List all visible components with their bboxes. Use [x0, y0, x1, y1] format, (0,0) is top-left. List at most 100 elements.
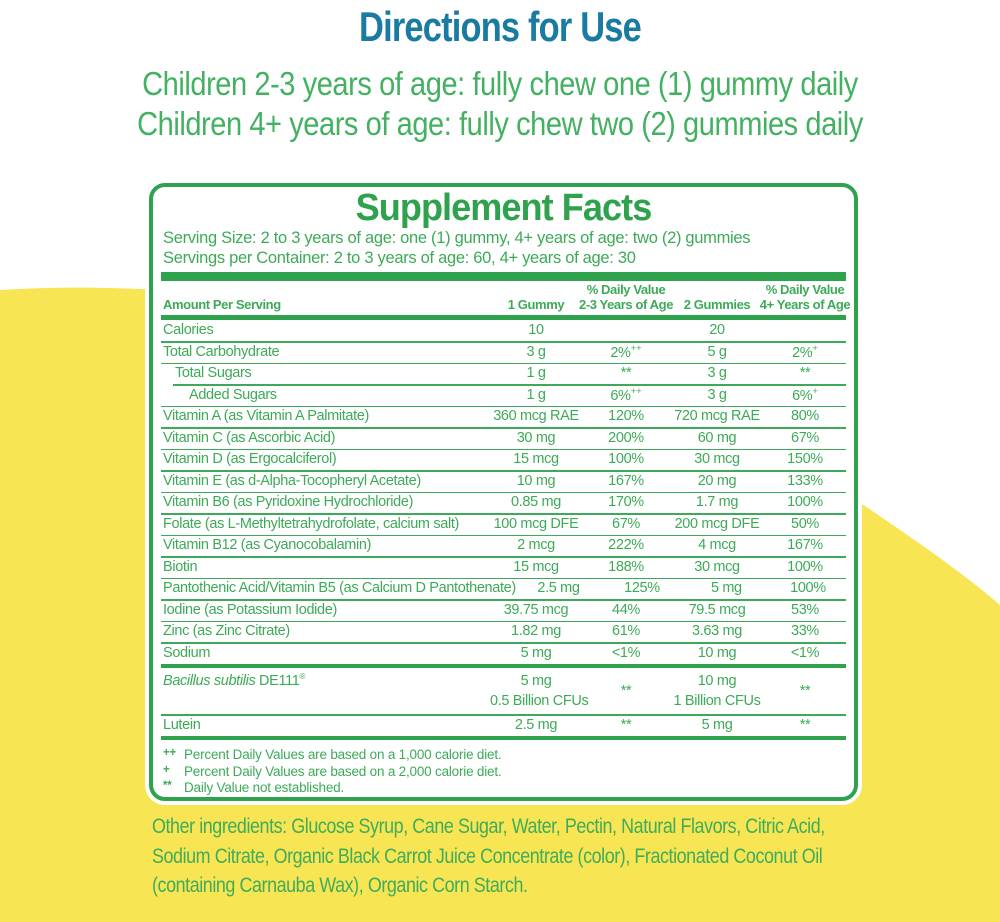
nutrient-name: Calories	[163, 322, 214, 339]
amount-1-gummy-cell: 360 mcg RAE	[493, 408, 579, 425]
nutrient-name: Vitamin E (as d-Alpha-Tocopheryl Acetate…	[163, 472, 421, 489]
daily-value-2-3-cell: 120%	[608, 408, 644, 425]
column-header-2-gummies: 2 Gummies	[683, 296, 751, 312]
table-row: Zinc (as Zinc Citrate) 1.82 mg 61% 3.63 mg 3…	[161, 620, 846, 643]
footnote: ++ Percent Daily Values are based on a 1,…	[163, 747, 846, 764]
amount-2-gummies-cell: 10 mg 1 Billion CFUs	[673, 673, 761, 709]
amount-2-gummies-cell: 60 mg	[697, 429, 737, 446]
column-header-amount-per-serving: Amount Per Serving	[163, 296, 281, 312]
row-separator	[161, 491, 846, 494]
nutrient-name: Iodine (as Potassium Iodide)	[163, 601, 337, 618]
daily-value-2-3-cell: 67%	[612, 515, 640, 532]
column-header-1-gummy: 1 Gummy	[507, 296, 565, 312]
amount-2-gummies-cell: 20 mg	[697, 472, 737, 489]
amount-1-gummy-cell: 5 mg	[520, 644, 552, 661]
table-row: Sodium 5 mg <1% 10 mg <1%	[161, 642, 846, 664]
divider-bar-thick	[161, 663, 846, 668]
nutrient-table: Calories 10 20 Total Carbohydrate 3 g 2%++ 5 g…	[161, 320, 846, 736]
daily-value-4plus-cell: 167%	[787, 537, 823, 554]
nutrient-name: Zinc (as Zinc Citrate)	[163, 623, 290, 640]
table-row: Vitamin C (as Ascorbic Acid) 30 mg 200% 60 …	[161, 427, 846, 449]
daily-value-2-3-cell: 61%	[612, 623, 640, 640]
row-separator	[161, 642, 846, 644]
daily-value-4plus-cell: 133%	[787, 472, 823, 489]
amount-1-gummy-cell: 15 mcg	[513, 558, 559, 575]
daily-value-4plus-cell: <1%	[790, 644, 820, 661]
amount-1-gummy-cell: 3 g	[526, 343, 546, 360]
daily-value-2-3-cell: 44%	[612, 601, 640, 618]
footnote-symbol: +	[163, 763, 170, 776]
nutrient-name: Biotin	[163, 558, 198, 575]
amount-1-gummy-cell: 5 mg 0.5 Billion CFUs	[490, 673, 589, 709]
table-row: Pantothenic Acid/Vitamin B5 (as Calcium …	[161, 577, 846, 600]
row-separator	[161, 405, 846, 408]
daily-value-2-3-cell: 125%	[624, 580, 660, 597]
servings-per-container-text: Servings per Container: 2 to 3 years of …	[163, 248, 636, 267]
table-row: Iodine (as Potassium Iodide) 39.75 mcg 44%…	[161, 599, 846, 621]
divider-bar-bottom	[161, 735, 846, 740]
footnote-text: Percent Daily Values are based on a 1,00…	[184, 747, 502, 762]
directions-line-2: Children 4+ years of age: fully chew two…	[137, 105, 863, 142]
daily-value-2-3-cell: 200%	[608, 429, 644, 446]
nutrient-name: Pantothenic Acid/Vitamin B5 (as Calcium …	[163, 580, 516, 597]
amount-2-gummies-cell: 5 mg	[710, 580, 742, 597]
column-header-daily-value-4plus-line2: 4+ Years of Age	[759, 296, 851, 312]
nutrient-name: Total Sugars	[175, 365, 252, 382]
daily-value-2-3-cell: 188%	[608, 558, 644, 575]
daily-value-2-3-cell: <1%	[611, 644, 641, 661]
amount-1-gummy-cell: 1 g	[526, 365, 546, 382]
row-separator	[161, 714, 846, 716]
daily-value-2-3-cell: **	[620, 683, 632, 699]
table-row: Vitamin B12 (as Cyanocobalamin) 2 mcg 222%…	[161, 534, 846, 557]
row-separator	[161, 341, 846, 343]
serving-size-text: Serving Size: 2 to 3 years of age: one (…	[163, 229, 751, 247]
nutrient-name: Vitamin B6 (as Pyridoxine Hydrochloride)	[163, 494, 414, 511]
amount-2-gummies-cell: 1.7 mg	[695, 494, 739, 511]
footnote: + Percent Daily Values are based on a 2,0…	[163, 764, 846, 781]
table-row: Vitamin B6 (as Pyridoxine Hydrochloride)…	[161, 491, 846, 514]
table-row: Folate (as L-Methyltetrahydrofolate, cal…	[161, 513, 846, 535]
amount-1-gummy-cell: 100 mcg DFE	[493, 515, 579, 532]
amount-1-gummy-cell: 1 g	[526, 386, 546, 403]
amount-2-gummies-cell: 200 mcg DFE	[674, 515, 760, 532]
nutrient-name: Bacillus subtilis DE111®	[163, 672, 306, 689]
amount-1-gummy-cell: 2.5 mg	[514, 716, 558, 733]
daily-value-4plus-cell: 2%+	[792, 342, 818, 361]
row-separator	[161, 362, 846, 365]
amount-2-gummies-cell: 3 g	[707, 365, 727, 382]
column-header-daily-value-2-3-line2: 2-3 Years of Age	[578, 296, 674, 312]
table-row: Added Sugars 1 g 6%++ 3 g 6%+	[161, 384, 846, 406]
amount-2-gummies-cell: 30 mcg	[694, 451, 740, 468]
other-ingredients-text: Other ingredients: Glucose Syrup, Cane S…	[152, 815, 825, 897]
table-row: Total Carbohydrate 3 g 2%++ 5 g 2%+	[161, 341, 846, 363]
footnote-text: Daily Value not established.	[184, 780, 344, 795]
column-header-daily-value-4plus: % Daily Value 4+ Years of Age	[760, 282, 851, 312]
row-separator	[161, 620, 846, 623]
daily-value-2-3-cell: 222%	[608, 537, 644, 554]
amount-1-gummy-cell: 10	[528, 322, 544, 339]
daily-value-4plus-cell: 150%	[787, 451, 823, 468]
nutrient-name: Vitamin A (as Vitamin A Palmitate)	[163, 408, 369, 425]
amount-1-gummy-cell: 39.75 mcg	[503, 601, 569, 618]
supplement-facts-title: Supplement Facts	[355, 187, 653, 229]
column-header-daily-value-2-3: % Daily Value 2-3 Years of Age	[578, 282, 674, 312]
daily-value-4plus-cell: **	[799, 683, 811, 699]
daily-value-2-3-cell: 6%++	[610, 385, 642, 404]
daily-value-2-3-cell: **	[620, 365, 632, 382]
daily-value-4plus-cell: 6%+	[792, 385, 818, 404]
amount-1-gummy-cell: 2 mcg	[517, 537, 555, 554]
table-header-row: Amount Per Serving 1 Gummy % Daily Value…	[161, 281, 851, 315]
daily-value-4plus-cell: 50%	[791, 515, 819, 532]
table-row: Vitamin A (as Vitamin A Palmitate) 360 mc…	[161, 405, 846, 428]
nutrient-name: Added Sugars	[189, 386, 277, 403]
table-row: Bacillus subtilis DE111® 5 mg 0.5 Billion …	[161, 668, 846, 714]
directions-line-1: Children 2-3 years of age: fully chew on…	[142, 65, 858, 102]
nutrient-name: Vitamin D (as Ergocalciferol)	[163, 451, 337, 468]
amount-2-gummies-cell: 720 mcg RAE	[674, 408, 760, 425]
daily-value-4plus-cell: **	[799, 365, 811, 382]
daily-value-4plus-cell: 53%	[791, 601, 819, 618]
footnote-symbol: **	[163, 780, 172, 792]
daily-value-2-3-cell: 100%	[608, 451, 644, 468]
daily-value-4plus-cell: 67%	[791, 429, 819, 446]
row-separator	[161, 448, 846, 451]
